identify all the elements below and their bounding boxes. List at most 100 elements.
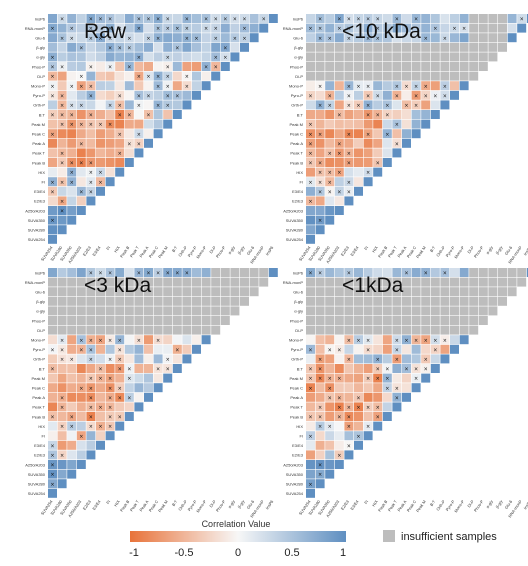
heatmap-cell (105, 177, 115, 187)
heatmap-cell (478, 52, 488, 62)
heatmap-cell (315, 469, 325, 479)
heatmap-cell (182, 62, 192, 71)
heatmap-cell (67, 90, 77, 100)
heatmap-cell (182, 52, 192, 62)
heatmap-cell (172, 14, 182, 23)
heatmap-cell (382, 296, 392, 306)
heatmap-cell (86, 138, 96, 148)
heatmap-cell (373, 354, 383, 364)
heatmap-cell (57, 450, 67, 460)
heatmap-cell (315, 325, 325, 335)
nonsignificant-mark: × (414, 376, 418, 382)
heatmap-cell (124, 306, 134, 316)
nonsignificant-mark: × (70, 26, 74, 32)
heatmap-cell (325, 129, 335, 139)
heatmap-cell (48, 148, 57, 158)
heatmap-cell (334, 110, 344, 119)
heatmap-cell (459, 296, 469, 306)
row-label: Peak C (32, 386, 45, 391)
heatmap-cell (411, 373, 421, 383)
heatmap-cell (363, 431, 373, 441)
nonsignificant-mark: × (347, 161, 351, 167)
heatmap-cell (430, 364, 440, 373)
heatmap-cell (411, 383, 421, 393)
heatmap-cell (67, 33, 77, 43)
column-label: Peak M (415, 245, 427, 259)
heatmap-cell (144, 354, 153, 364)
heatmap-cell (96, 52, 105, 62)
heatmap-cell (249, 23, 259, 33)
nonsignificant-mark: × (60, 424, 64, 430)
nonsignificant-mark: × (223, 55, 227, 61)
nonsignificant-mark: × (185, 271, 189, 277)
row-label: α-gly (294, 55, 303, 60)
heatmap-cell (192, 335, 201, 345)
heatmap-cell (249, 14, 259, 23)
heatmap-cell (105, 100, 115, 110)
heatmap-cell (182, 268, 192, 277)
nonsignificant-mark: × (127, 65, 131, 71)
heatmap-cell (315, 316, 325, 325)
heatmap-cell (392, 129, 402, 139)
heatmap-cell (153, 364, 163, 373)
heatmap-cell (306, 196, 315, 206)
heatmap-cell (48, 129, 57, 139)
heatmap-cell (163, 296, 173, 306)
nonsignificant-mark: × (50, 415, 54, 421)
heatmap-cell (124, 71, 134, 81)
nonsignificant-mark: × (118, 357, 122, 363)
heatmap-cell (153, 129, 163, 139)
heatmap-cell (192, 268, 201, 277)
heatmap-cell (48, 138, 57, 148)
column-label: β-gly (495, 499, 504, 509)
heatmap-cell (315, 148, 325, 158)
heatmap-cell (469, 52, 479, 62)
heatmap-cell (334, 81, 344, 91)
heatmap-cell (48, 119, 57, 129)
heatmap-cell (469, 277, 479, 287)
heatmap-cell (144, 119, 153, 129)
heatmap-cell (440, 335, 450, 345)
heatmap-cell (76, 316, 86, 325)
heatmap-cell (354, 383, 363, 393)
nonsignificant-mark: × (146, 271, 150, 277)
nonsignificant-mark: × (70, 415, 74, 421)
row-label: Peak M (289, 122, 303, 127)
heatmap-cell (153, 335, 163, 345)
heatmap-cell (306, 431, 315, 441)
heatmap-cell (373, 81, 383, 91)
heatmap-cell (144, 90, 153, 100)
nonsignificant-mark: × (108, 103, 112, 109)
nonsignificant-mark: × (376, 93, 380, 99)
heatmap-cell (411, 344, 421, 354)
heatmap-cell (478, 306, 488, 316)
heatmap-cell (96, 431, 105, 441)
heatmap-cell (334, 431, 344, 441)
heatmap-cell (86, 306, 96, 316)
heatmap-cell (249, 33, 259, 43)
heatmap-cell (192, 316, 201, 325)
column-label: Di-P (208, 499, 217, 509)
heatmap-cell (201, 316, 211, 325)
nonsignificant-mark: × (60, 180, 64, 186)
row-label: HIX (296, 424, 303, 429)
heatmap-cell (430, 306, 440, 316)
nonsignificant-mark: × (414, 84, 418, 90)
heatmap-cell (354, 325, 363, 335)
heatmap-cell (182, 325, 192, 335)
heatmap-cell (363, 148, 373, 158)
heatmap-cell (76, 100, 86, 110)
heatmap-cell (76, 335, 86, 345)
heatmap-cell (354, 62, 363, 71)
heatmap-cell (315, 450, 325, 460)
heatmap-cell (201, 335, 211, 345)
row-label: E2/E3 (34, 453, 46, 458)
nonsignificant-mark: × (50, 472, 54, 478)
heatmap-cell (163, 14, 173, 23)
heatmap-cell (392, 354, 402, 364)
heatmap-cell (325, 392, 335, 402)
heatmap-cell (48, 488, 57, 498)
heatmap-cell (334, 402, 344, 412)
nonsignificant-mark: × (366, 347, 370, 353)
heatmap-cell (67, 215, 77, 225)
